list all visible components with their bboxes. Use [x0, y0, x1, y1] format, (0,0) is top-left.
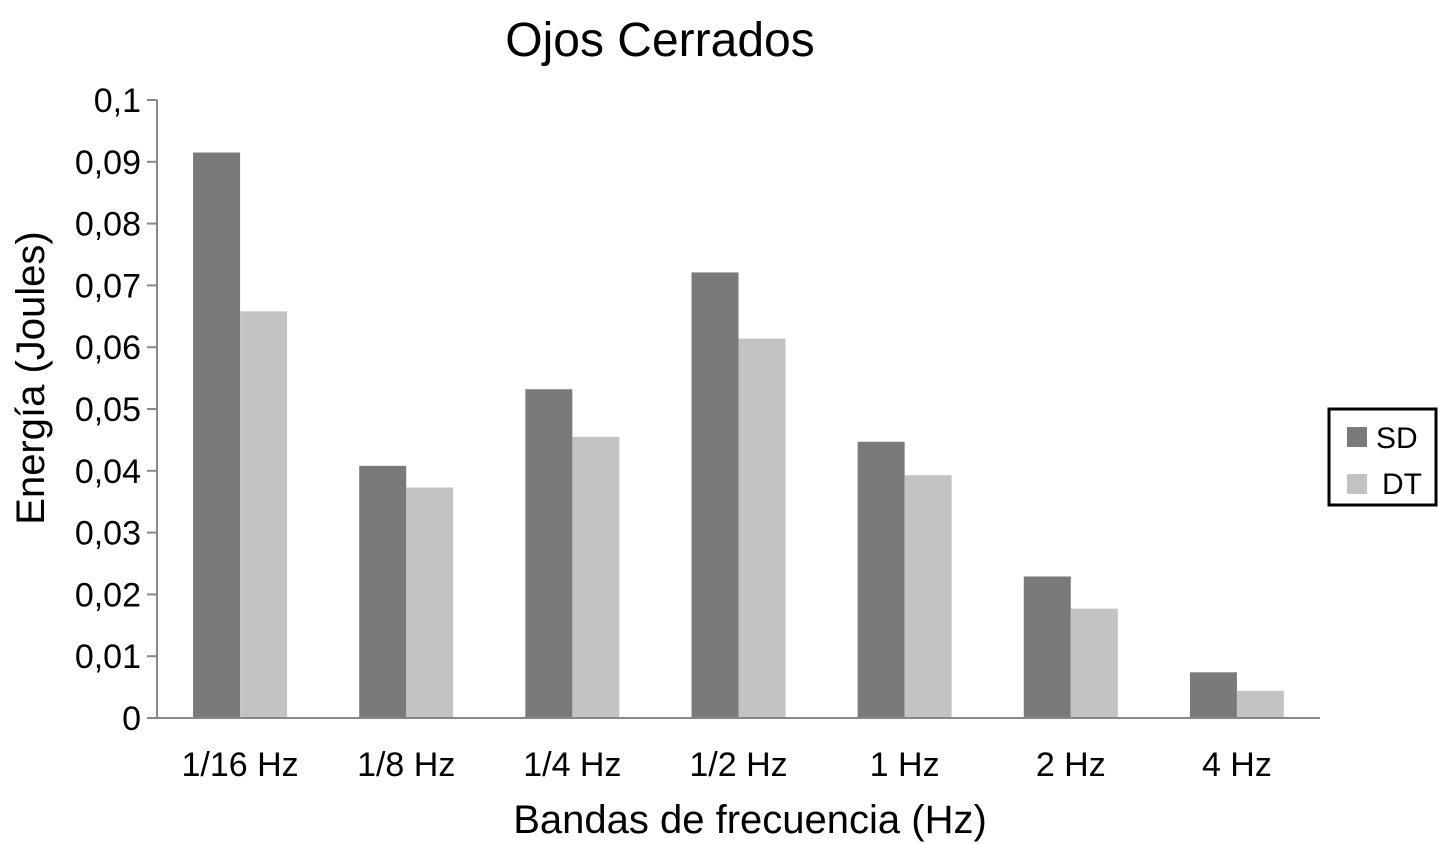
chart-title: Ojos Cerrados	[505, 14, 814, 67]
bar-sd-1	[359, 465, 407, 718]
y-tick-label: 0,04	[75, 453, 141, 491]
bar-dt-4	[904, 475, 952, 718]
legend-label-sd: SD	[1376, 422, 1418, 455]
y-axis-ticks: 0 0,01 0,02 0,03 0,04 0,05 0,06 0,07 0,08 0,09 0,1	[75, 82, 157, 738]
legend-swatch-dt	[1347, 474, 1367, 494]
legend: SD DT	[1327, 407, 1438, 507]
y-tick-label: 0,06	[75, 329, 141, 367]
bar-dt-2	[572, 436, 620, 718]
bar-sd-6	[1189, 672, 1237, 718]
bar-sd-0	[193, 152, 241, 718]
x-tick-label: 4 Hz	[1202, 746, 1272, 784]
bar-dt-6	[1236, 690, 1284, 718]
x-axis-label: Bandas de frecuencia (Hz)	[513, 798, 987, 842]
x-tick-label: 1/2 Hz	[689, 746, 787, 784]
y-tick-label: 0,01	[75, 638, 141, 676]
x-tick-label: 1/8 Hz	[357, 746, 455, 784]
x-tick-label: 1/4 Hz	[523, 746, 621, 784]
y-tick-label: 0	[122, 700, 141, 738]
y-tick-label: 0,03	[75, 515, 141, 553]
y-tick-label: 0,09	[75, 144, 141, 182]
y-tick-label: 0,08	[75, 206, 141, 244]
bar-dt-1	[406, 487, 454, 718]
bar-dt-0	[240, 311, 288, 718]
x-tick-label: 2 Hz	[1036, 746, 1106, 784]
legend-swatch-sd	[1347, 427, 1367, 447]
x-tick-label: 1/16 Hz	[181, 746, 298, 784]
legend-label-dt: DT	[1382, 468, 1422, 501]
y-tick-label: 0,05	[75, 391, 141, 429]
bar-dt-3	[738, 338, 786, 718]
bar-sd-5	[1023, 576, 1071, 718]
bars	[193, 152, 1284, 718]
x-tick-label: 1 Hz	[870, 746, 940, 784]
legend-box	[1327, 407, 1438, 507]
y-tick-label: 0,02	[75, 576, 141, 614]
bar-sd-2	[525, 389, 573, 718]
x-axis-ticks: 1/16 Hz 1/8 Hz 1/4 Hz 1/2 Hz 1 Hz 2 Hz 4 Hz	[181, 746, 1271, 784]
y-tick-label: 0,07	[75, 267, 141, 305]
bar-dt-5	[1070, 608, 1118, 718]
bar-sd-4	[857, 441, 905, 718]
y-axis-label: Energía (Joules)	[9, 231, 53, 524]
bar-sd-3	[691, 272, 739, 718]
y-tick-label: 0,1	[94, 82, 141, 120]
